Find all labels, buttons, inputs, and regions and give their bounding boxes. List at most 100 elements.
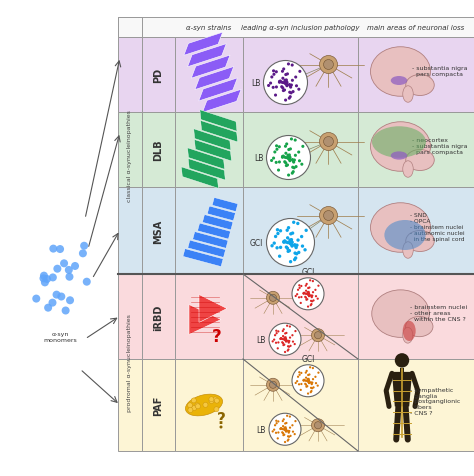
Circle shape xyxy=(305,290,307,292)
Bar xyxy=(358,188,474,275)
Circle shape xyxy=(280,427,282,430)
Circle shape xyxy=(275,422,278,425)
Circle shape xyxy=(275,342,277,344)
Circle shape xyxy=(286,73,289,76)
Circle shape xyxy=(287,227,290,230)
Circle shape xyxy=(287,157,291,159)
Circle shape xyxy=(285,332,288,334)
Circle shape xyxy=(272,87,275,89)
Circle shape xyxy=(275,145,278,148)
Circle shape xyxy=(306,370,308,372)
Circle shape xyxy=(297,151,300,154)
Circle shape xyxy=(283,337,286,339)
Circle shape xyxy=(285,341,287,343)
Circle shape xyxy=(288,346,290,348)
Circle shape xyxy=(285,428,287,430)
Circle shape xyxy=(283,338,286,340)
Circle shape xyxy=(272,157,275,160)
Circle shape xyxy=(284,339,287,342)
Circle shape xyxy=(274,424,276,426)
Circle shape xyxy=(310,381,312,384)
Circle shape xyxy=(277,420,280,423)
Circle shape xyxy=(297,251,301,255)
Circle shape xyxy=(294,139,297,142)
Ellipse shape xyxy=(371,203,430,253)
Circle shape xyxy=(284,157,288,160)
Circle shape xyxy=(288,340,291,342)
Circle shape xyxy=(278,81,281,84)
Text: - substantia nigra
  pars compacta: - substantia nigra pars compacta xyxy=(412,66,467,77)
Circle shape xyxy=(308,296,310,298)
Circle shape xyxy=(288,157,292,159)
Circle shape xyxy=(209,397,214,402)
Circle shape xyxy=(285,338,287,340)
Circle shape xyxy=(300,302,302,305)
Circle shape xyxy=(280,337,282,340)
Circle shape xyxy=(288,91,291,95)
Circle shape xyxy=(308,287,310,289)
Circle shape xyxy=(281,87,284,90)
Circle shape xyxy=(284,338,286,340)
Circle shape xyxy=(308,379,310,382)
Circle shape xyxy=(303,248,307,252)
Circle shape xyxy=(304,293,306,295)
Text: - sympathetic
  ganglia
- postganglionic
  fibers
- CNS ?: - sympathetic ganglia - postganglionic f… xyxy=(410,387,460,415)
Circle shape xyxy=(305,384,307,386)
Circle shape xyxy=(288,241,292,244)
Polygon shape xyxy=(192,232,228,249)
Circle shape xyxy=(278,81,281,85)
Text: DLB: DLB xyxy=(154,139,164,161)
Circle shape xyxy=(307,380,310,382)
Circle shape xyxy=(305,380,308,382)
Circle shape xyxy=(310,383,313,386)
Ellipse shape xyxy=(371,122,430,172)
Circle shape xyxy=(317,385,319,387)
Circle shape xyxy=(295,244,299,248)
Polygon shape xyxy=(194,140,231,162)
Circle shape xyxy=(290,240,293,244)
Text: ?: ? xyxy=(217,412,226,426)
Bar xyxy=(118,18,142,38)
Circle shape xyxy=(285,422,288,424)
Circle shape xyxy=(300,235,303,239)
Text: leading α-syn inclusion pathology: leading α-syn inclusion pathology xyxy=(241,25,360,31)
Bar xyxy=(142,359,175,451)
Circle shape xyxy=(291,244,294,248)
Circle shape xyxy=(284,441,286,443)
Circle shape xyxy=(275,247,279,250)
Circle shape xyxy=(283,156,286,159)
Circle shape xyxy=(288,154,291,157)
Circle shape xyxy=(275,332,278,335)
Circle shape xyxy=(294,76,297,79)
Circle shape xyxy=(308,382,310,385)
Circle shape xyxy=(292,221,295,225)
Circle shape xyxy=(270,245,273,248)
Circle shape xyxy=(32,295,40,303)
Circle shape xyxy=(307,288,310,289)
Circle shape xyxy=(284,428,286,431)
Circle shape xyxy=(296,294,298,296)
Circle shape xyxy=(188,407,193,413)
Circle shape xyxy=(286,84,289,88)
Circle shape xyxy=(295,253,298,256)
Text: GCI: GCI xyxy=(250,238,264,248)
Circle shape xyxy=(289,337,291,339)
Circle shape xyxy=(291,232,294,235)
Circle shape xyxy=(289,260,292,264)
Circle shape xyxy=(49,245,57,253)
Circle shape xyxy=(297,89,301,91)
Circle shape xyxy=(307,294,310,297)
Circle shape xyxy=(315,382,317,385)
Text: - neocortex
- substantia nigra
  pars compacta: - neocortex - substantia nigra pars comp… xyxy=(412,138,467,155)
Circle shape xyxy=(275,420,277,422)
Circle shape xyxy=(277,169,280,172)
Circle shape xyxy=(290,238,293,242)
Circle shape xyxy=(287,346,289,347)
Circle shape xyxy=(288,98,291,100)
Circle shape xyxy=(276,228,279,232)
Text: main areas of neuronal loss: main areas of neuronal loss xyxy=(367,25,465,31)
Circle shape xyxy=(319,56,337,74)
Circle shape xyxy=(289,96,292,99)
Circle shape xyxy=(277,330,280,333)
Circle shape xyxy=(311,300,313,303)
